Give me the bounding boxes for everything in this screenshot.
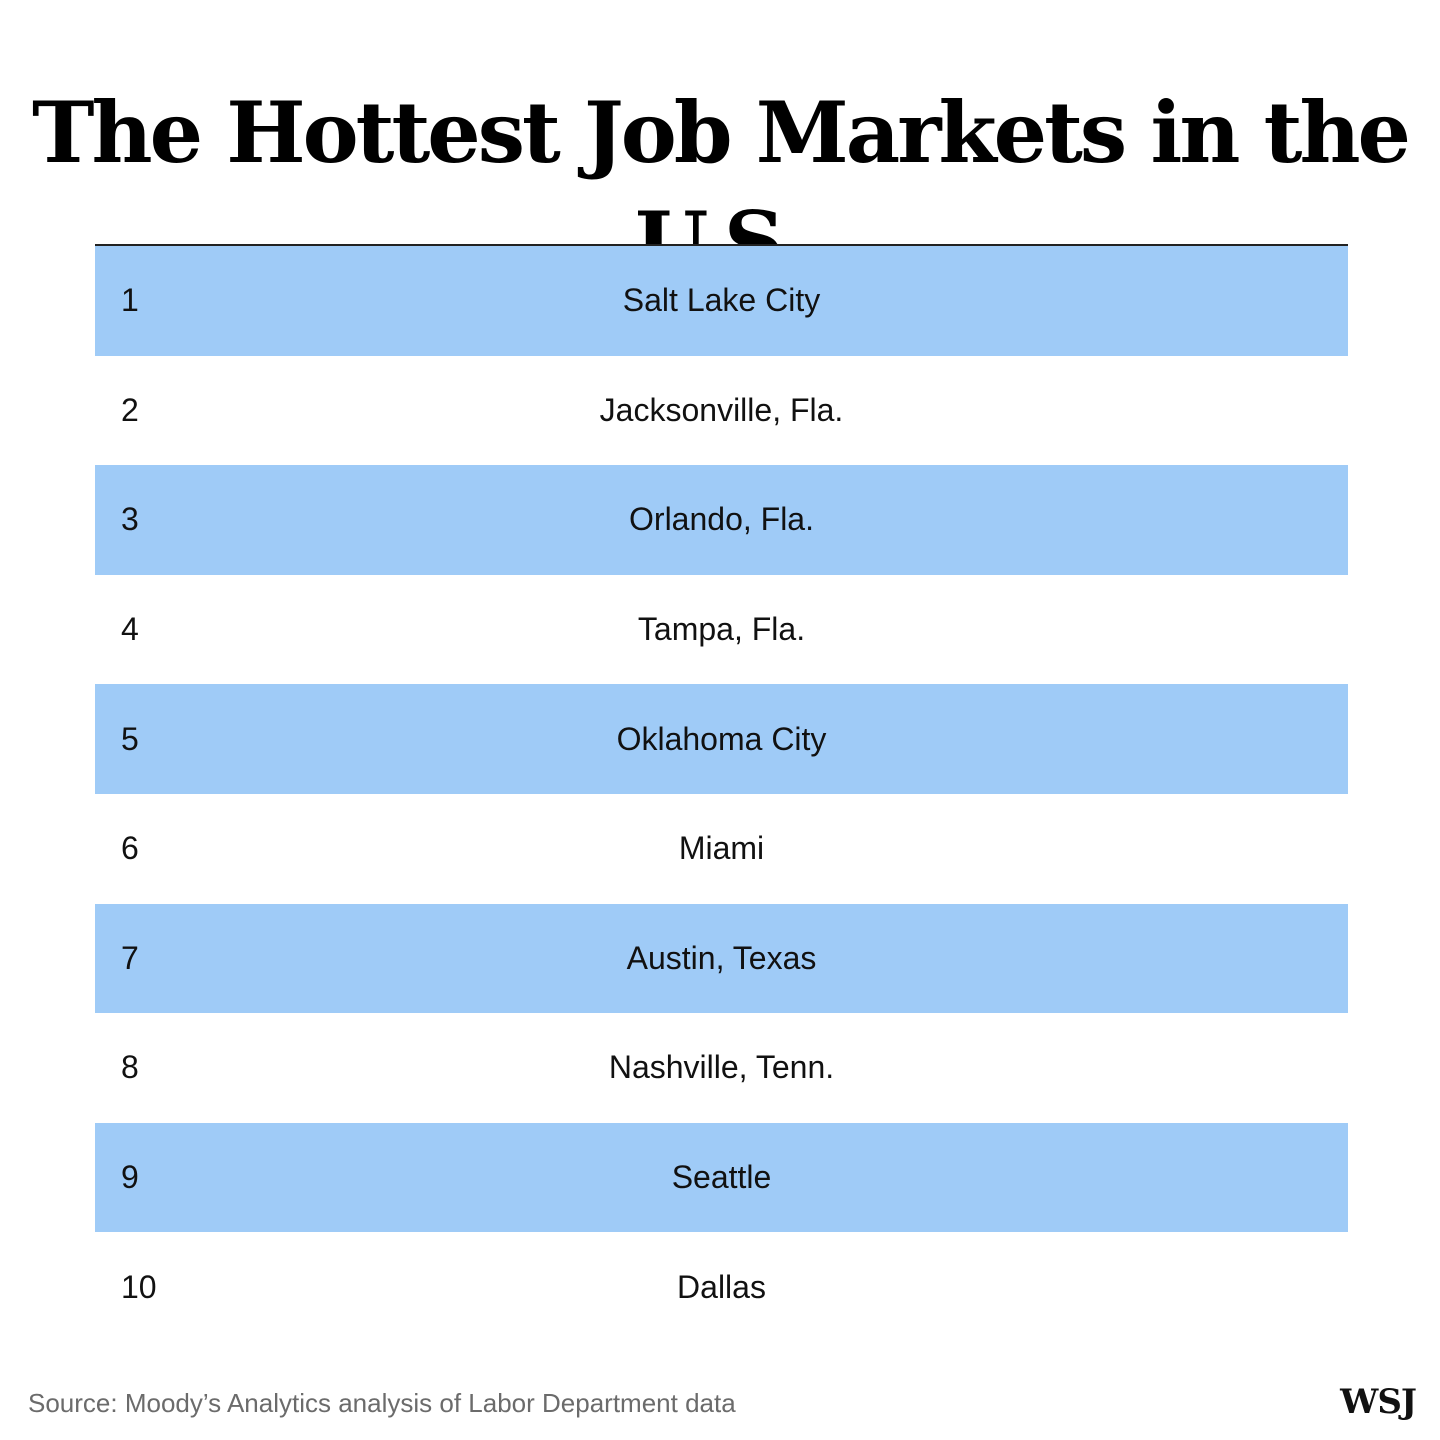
table-row: 4 Tampa, Fla.	[95, 575, 1348, 685]
source-note: Source: Moody’s Analytics analysis of La…	[28, 1388, 736, 1418]
table-row: 8 Nashville, Tenn.	[95, 1013, 1348, 1123]
city-label: Seattle	[671, 1159, 772, 1196]
table-row: 9 Seattle	[95, 1122, 1348, 1233]
table-row: 10 Dallas	[95, 1232, 1348, 1342]
table-row: 6 Miami	[95, 794, 1348, 904]
rank-label: 9	[121, 1159, 139, 1196]
ranking-table: 1 Salt Lake City 2 Jacksonville, Fla. 3 Orlan…	[95, 244, 1348, 1342]
city-label: Salt Lake City	[622, 282, 821, 319]
city-label: Austin, Texas	[626, 939, 817, 976]
rank-label: 2	[121, 391, 139, 428]
city-label: Tampa, Fla.	[637, 611, 806, 648]
chart-title: The Hottest Job Markets in the U.S.	[32, 83, 1411, 292]
rank-label: 5	[121, 720, 139, 757]
table-row: 2 Jacksonville, Fla.	[95, 356, 1348, 466]
rank-label: 7	[121, 939, 139, 976]
city-label: Jacksonville, Fla.	[599, 391, 844, 428]
rank-label: 3	[121, 501, 139, 538]
rank-label: 8	[121, 1049, 139, 1086]
rank-label: 4	[121, 611, 139, 648]
table-row: 3 Orlando, Fla.	[95, 465, 1348, 575]
city-label: Dallas	[677, 1268, 766, 1305]
wsj-logo: WSJ	[1340, 1382, 1417, 1422]
rank-label: 6	[121, 830, 139, 867]
city-label: Orlando, Fla.	[629, 501, 814, 538]
rank-label: 10	[121, 1268, 157, 1305]
table-row: 5 Oklahoma City	[95, 684, 1348, 794]
city-label: Oklahoma City	[616, 720, 827, 757]
table-row: 1 Salt Lake City	[95, 246, 1348, 356]
rank-label: 1	[121, 282, 139, 319]
table-row: 7 Austin, Texas	[95, 903, 1348, 1014]
city-label: Miami	[678, 830, 765, 867]
city-label: Nashville, Tenn.	[608, 1049, 835, 1086]
